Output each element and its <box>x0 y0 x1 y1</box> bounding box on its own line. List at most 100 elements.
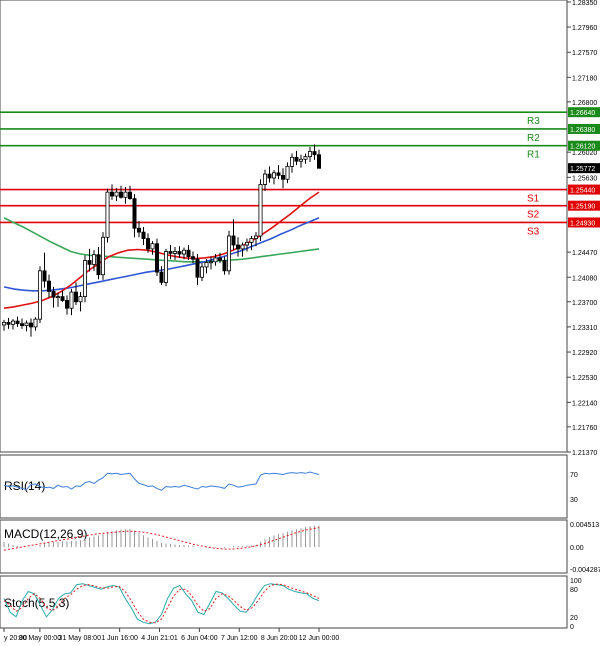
price-tick-label: 1.27570 <box>572 50 597 57</box>
ma-green-line <box>3 217 320 263</box>
candle-down <box>28 322 33 328</box>
price-tick-label: 1.23310 <box>572 325 597 332</box>
candle-down <box>190 256 195 260</box>
rsi-axis: 70 30 <box>570 472 578 504</box>
candle-down <box>87 260 92 265</box>
candle-down <box>141 231 146 239</box>
macd-panel: MACD(12,26,9) 0.004513 0.00 -0.004287 <box>0 519 600 574</box>
candle-up <box>10 320 15 325</box>
candle-up <box>199 266 204 278</box>
candle-up <box>33 318 38 328</box>
candle-down <box>47 280 52 292</box>
candle-down <box>195 258 200 278</box>
macd-tick-label: 0.004513 <box>570 522 599 529</box>
time-tick-label: 1 Jun 16:00 <box>101 635 138 642</box>
candle-down <box>60 296 65 301</box>
candle-up <box>262 173 267 185</box>
level-price-label: 1.26120 <box>570 144 595 151</box>
candle-up <box>150 243 155 250</box>
candle-up <box>78 296 83 303</box>
stoch-tick-label: 100 <box>570 578 582 585</box>
candle-down <box>235 244 240 250</box>
candle-down <box>110 191 115 197</box>
candle-up <box>114 191 119 197</box>
candle-down <box>168 251 173 254</box>
candle-up <box>298 158 303 162</box>
candle-down <box>65 300 70 309</box>
candle-down <box>177 251 182 255</box>
candle-up <box>303 156 308 160</box>
level-name-s1: S1 <box>527 194 540 205</box>
price-tick-label: 1.21760 <box>572 425 597 432</box>
candle-up <box>38 270 43 320</box>
rsi-title: RSI(14) <box>4 479 45 493</box>
main-panel-frame <box>0 0 568 453</box>
candle-down <box>136 227 141 233</box>
rsi-line <box>3 471 320 491</box>
level-price-label: 1.26380 <box>570 127 595 134</box>
macd-title: MACD(12,26,9) <box>4 527 87 541</box>
price-axis: 1.28350 1.27960 1.27570 1.27180 1.26800 1.260… <box>567 0 597 457</box>
candlesticks <box>2 144 321 337</box>
macd-axis: 0.004513 0.00 -0.004287 <box>570 522 600 574</box>
stoch-axis: 100 80 20 0 <box>570 578 582 631</box>
candle-up <box>253 235 258 239</box>
candle-down <box>119 191 124 198</box>
price-tick-label: 1.25630 <box>572 175 597 182</box>
time-tick-label: 12 Jun 00:00 <box>299 635 340 642</box>
candle-up <box>105 191 110 238</box>
macd-tick-label: -0.004287 <box>570 567 600 574</box>
candle-down <box>42 270 47 282</box>
candle-down <box>6 321 11 325</box>
candle-up <box>258 184 263 237</box>
price-tick-label: 1.24470 <box>572 250 597 257</box>
level-price-label: 1.24930 <box>570 220 595 227</box>
candle-up <box>172 251 177 254</box>
candle-down <box>96 254 101 276</box>
candle-up <box>163 251 168 283</box>
level-price-label: 1.25190 <box>570 204 595 211</box>
rsi-panel: RSI(14) 70 30 <box>0 454 578 519</box>
candle-up <box>213 257 218 263</box>
stoch-panel-frame <box>0 575 568 629</box>
macd-histogram <box>3 525 320 549</box>
time-tick-label: 4 Jun 21:01 <box>141 635 178 642</box>
candle-up <box>2 321 7 326</box>
candle-up <box>69 291 74 309</box>
stoch-k-line <box>3 583 320 625</box>
current-price-tag <box>568 163 600 174</box>
stoch-tick-label: 0 <box>570 624 574 631</box>
time-tick-label: 6 Jun 04:00 <box>181 635 218 642</box>
level-price-tag <box>568 123 600 134</box>
candle-up <box>181 249 186 255</box>
level-name-s3: S3 <box>527 226 540 237</box>
stoch-tick-label: 80 <box>570 587 578 594</box>
candle-down <box>74 291 79 303</box>
rsi-panel-frame <box>0 454 568 519</box>
candle-up <box>240 244 245 250</box>
candle-down <box>132 198 137 229</box>
price-tick-label: 1.27960 <box>572 25 597 32</box>
rsi-tick-label: 70 <box>570 472 578 479</box>
candle-up <box>226 235 231 272</box>
candle-up <box>123 191 128 198</box>
level-price-tag <box>568 107 600 118</box>
price-tick-label: 1.22920 <box>572 350 597 357</box>
stoch-tick-label: 20 <box>570 615 578 622</box>
level-name-r3: R3 <box>527 116 540 127</box>
level-price-tag <box>568 140 600 151</box>
candle-down <box>312 151 317 156</box>
candle-down <box>276 172 281 176</box>
price-tick-label: 1.26800 <box>572 100 597 107</box>
candle-down <box>159 271 164 283</box>
time-tick-label: 8 Jun 20:00 <box>261 635 298 642</box>
price-tick-label: 1.22140 <box>572 400 597 407</box>
candle-down <box>222 260 227 272</box>
price-tick-label: 1.21370 <box>572 450 597 457</box>
current-price-label: 1.25772 <box>570 166 595 173</box>
price-tick-label: 1.28350 <box>572 0 597 7</box>
support-resistance-levels: R3 R2 R1 S1 S2 S3 <box>0 111 567 237</box>
candle-down <box>154 243 159 273</box>
